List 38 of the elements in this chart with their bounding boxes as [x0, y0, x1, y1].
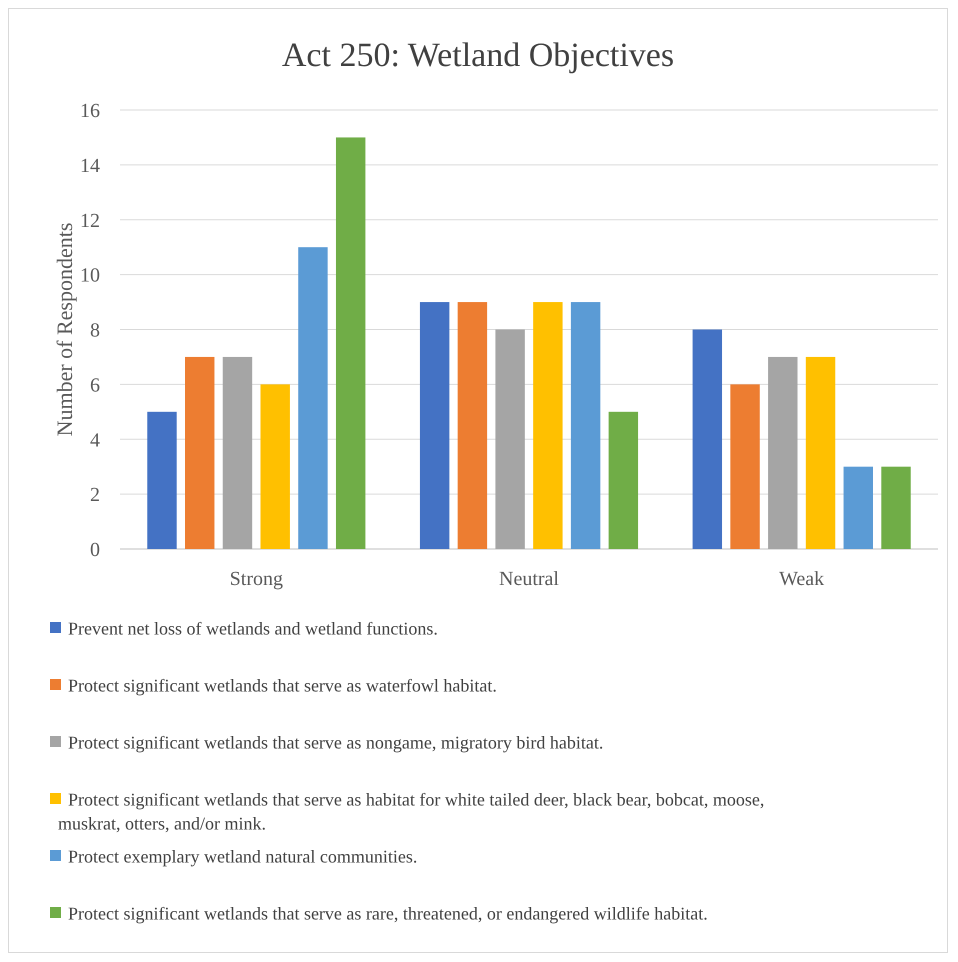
legend-label: Protect significant wetlands that serve as nongame, migratory bird habitat.	[68, 732, 604, 752]
y-tick-label: 16	[80, 100, 100, 122]
x-tick-label: Weak	[779, 568, 824, 590]
bar	[458, 302, 488, 549]
y-tick-label: 4	[90, 429, 100, 452]
bar	[692, 330, 722, 549]
chart-title: Act 250: Wetland Objectives	[282, 37, 674, 74]
x-tick-label: Strong	[230, 568, 284, 590]
x-tick-label: Neutral	[499, 568, 560, 590]
y-tick-label: 12	[80, 210, 100, 232]
bar	[336, 137, 366, 549]
bar	[881, 466, 911, 549]
bar	[844, 466, 873, 549]
bar	[298, 247, 328, 549]
y-tick-label: 8	[90, 320, 100, 342]
legend-label: Protect exemplary wetland natural communities.	[68, 846, 418, 866]
legend-label: Protect significant wetlands that serve as habitat for white tailed deer, black bear, bobcat, moose, muskrat, otters, and/or mink.	[58, 789, 764, 834]
bar	[260, 384, 290, 549]
y-tick-label: 2	[90, 484, 100, 506]
legend-label: Protect significant wetlands that serve as waterfowl habitat.	[68, 675, 497, 696]
y-tick-label: 0	[90, 539, 100, 561]
bar	[420, 302, 450, 549]
legend-label: Protect significant wetlands that serve as rare, threatened, or endangered wildlife habitat.	[68, 903, 708, 924]
legend-label: Prevent net loss of wetlands and wetland functions.	[68, 618, 438, 638]
bar	[495, 330, 525, 549]
y-tick-label: 14	[80, 154, 100, 177]
y-tick-label: 10	[80, 264, 100, 287]
bar	[570, 302, 600, 549]
bar	[222, 356, 252, 549]
y-tick-label: 6	[90, 374, 100, 396]
bar	[768, 356, 798, 549]
bar	[185, 356, 214, 549]
bar	[608, 412, 638, 549]
y-axis-title: Number of Respondents	[52, 222, 77, 436]
bar	[730, 384, 760, 549]
bar	[147, 412, 177, 549]
bar	[806, 356, 836, 549]
bar	[533, 302, 563, 549]
